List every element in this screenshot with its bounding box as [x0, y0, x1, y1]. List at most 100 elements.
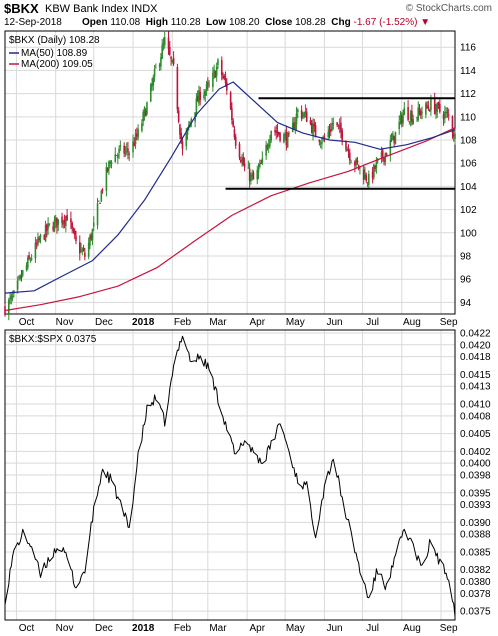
- y-tick-label: 0.0420: [460, 340, 491, 351]
- candle-body: [409, 112, 412, 121]
- candle-body: [82, 248, 85, 251]
- candle-body: [402, 114, 404, 124]
- candle-body: [20, 276, 23, 278]
- candle-body: [118, 148, 120, 153]
- candle-body: [428, 110, 431, 112]
- x-tick-label: Dec: [95, 317, 113, 328]
- candle-body: [283, 134, 285, 143]
- candle-body: [454, 133, 456, 140]
- candle-body: [297, 109, 299, 113]
- candle-body: [186, 127, 189, 135]
- down-triangle-icon: ▼: [420, 17, 431, 28]
- candle-body: [318, 139, 321, 142]
- low-label: Low: [206, 17, 227, 28]
- candle-body: [199, 91, 202, 101]
- candle-body: [84, 252, 86, 257]
- candle-body: [223, 76, 226, 79]
- candle-body: [426, 105, 428, 108]
- candle-body: [412, 119, 414, 125]
- candle-body: [314, 125, 317, 138]
- candle-body: [304, 111, 307, 114]
- candle-body: [70, 218, 72, 223]
- y-tick-label: 98: [460, 252, 472, 263]
- candle-body: [114, 154, 117, 163]
- candle-body: [398, 121, 401, 130]
- candle-body: [350, 162, 352, 164]
- x-tick-label: May: [286, 317, 305, 328]
- y-tick-label: 0.0418: [460, 352, 491, 363]
- candle-body: [167, 37, 170, 50]
- x-tick-label: Sep: [440, 317, 458, 328]
- candle-body: [110, 162, 113, 164]
- candle-body: [362, 169, 365, 180]
- candle-body: [269, 139, 271, 146]
- candle-body: [293, 122, 295, 129]
- x-tick-label: Apr: [249, 317, 265, 328]
- y-tick-label: 106: [460, 159, 477, 170]
- candle-body: [190, 118, 193, 123]
- x-tick-label: Aug: [403, 317, 421, 328]
- x-tick-label: Jul: [366, 623, 379, 634]
- x-tick-label: 2018: [132, 317, 155, 328]
- candle-body: [19, 275, 22, 279]
- candle-body: [204, 90, 207, 96]
- y-tick-label: 0.0400: [460, 459, 491, 470]
- candle-body: [155, 67, 157, 69]
- candle-body: [312, 124, 314, 136]
- symbol: $BKX: [4, 1, 39, 16]
- y-tick-label: 0.0415: [460, 370, 491, 381]
- y-tick-label: 0.0380: [460, 577, 491, 588]
- candle-body: [233, 129, 236, 138]
- x-tick-label: Oct: [19, 317, 35, 328]
- y-tick-label: 0.0390: [460, 518, 491, 529]
- candle-body: [400, 115, 403, 124]
- candle-body: [446, 111, 449, 113]
- candle-body: [179, 124, 181, 135]
- candle-body: [117, 154, 119, 158]
- y-tick-label: 0.0385: [460, 547, 491, 558]
- y-tick-label: 0.0408: [460, 411, 491, 422]
- y-tick-label: 114: [460, 66, 476, 77]
- candle-body: [331, 124, 333, 131]
- candle-body: [270, 130, 272, 141]
- candle-body: [38, 238, 41, 240]
- candle-body: [136, 133, 138, 137]
- candle-body: [137, 129, 139, 138]
- candle-body: [37, 237, 39, 245]
- candle-body: [78, 242, 81, 254]
- candle-body: [8, 300, 10, 315]
- candle-body: [65, 216, 67, 227]
- x-tick-label: Nov: [56, 623, 74, 634]
- candle-body: [119, 145, 122, 147]
- y-tick-label: 0.0378: [460, 589, 491, 600]
- candle-body: [435, 109, 437, 115]
- candle-body: [390, 139, 393, 140]
- candle-body: [160, 57, 162, 66]
- candle-body: [217, 59, 219, 66]
- candle-body: [329, 129, 332, 132]
- candle-body: [128, 153, 131, 155]
- x-tick-label: Mar: [209, 623, 227, 634]
- candle-body: [47, 223, 49, 229]
- low-value: 108.20: [228, 17, 260, 28]
- candle-body: [71, 222, 73, 229]
- candle-body: [63, 219, 66, 224]
- high-label: High: [145, 17, 168, 28]
- candle-body: [359, 167, 361, 169]
- candle-body: [392, 133, 394, 141]
- candle-body: [92, 222, 95, 227]
- candle-body: [143, 108, 146, 115]
- candle-body: [91, 228, 94, 240]
- candle-body: [383, 157, 385, 162]
- candle-body: [151, 83, 153, 87]
- candle-body: [212, 72, 214, 88]
- candle-body: [80, 249, 82, 252]
- candle-body: [27, 257, 29, 268]
- candle-body: [123, 145, 125, 154]
- candle-body: [394, 131, 397, 145]
- candle-body: [115, 155, 118, 157]
- candle-body: [127, 148, 129, 153]
- y-tick-label: 110: [460, 112, 476, 123]
- x-tick-label: Mar: [209, 317, 227, 328]
